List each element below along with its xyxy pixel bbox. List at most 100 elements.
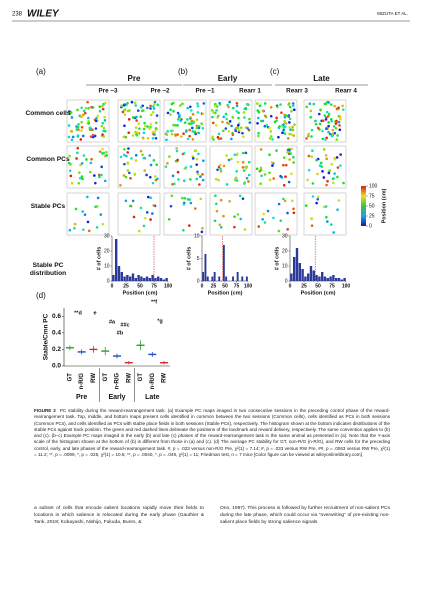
cell <box>282 128 285 132</box>
cell <box>290 172 293 176</box>
cell <box>312 102 316 106</box>
cell <box>86 195 89 199</box>
hist-bar <box>293 257 296 281</box>
cell <box>241 131 244 135</box>
cell <box>137 122 141 125</box>
cell <box>200 122 203 125</box>
journal: WILEY <box>27 9 60 20</box>
cell <box>236 123 240 127</box>
cell <box>94 127 98 130</box>
cell <box>260 174 263 178</box>
cell <box>99 213 103 216</box>
cell <box>311 149 314 152</box>
hist-bar <box>332 275 335 281</box>
hist-bar <box>241 276 244 281</box>
hist-bar <box>225 276 228 281</box>
cell <box>189 201 193 205</box>
cell <box>127 131 131 134</box>
cell <box>87 229 91 233</box>
cell <box>269 135 273 138</box>
cell <box>119 155 123 159</box>
cell <box>178 104 182 107</box>
hist-bar <box>131 273 135 281</box>
cell <box>201 112 205 115</box>
cell <box>225 117 228 121</box>
cell <box>228 100 232 104</box>
cell <box>233 153 237 157</box>
cell <box>82 228 85 231</box>
cell <box>102 151 105 155</box>
cell <box>80 129 83 132</box>
x-tick-label: 75 <box>151 283 157 289</box>
cell <box>283 120 286 123</box>
cell <box>342 181 345 185</box>
cell <box>82 154 86 157</box>
x-axis-label: Position (cm) <box>208 290 243 296</box>
cell <box>276 105 279 109</box>
cell <box>100 124 104 128</box>
caption-label: FIGURE 2 <box>34 408 56 413</box>
cell <box>217 165 221 169</box>
cell <box>130 100 134 104</box>
cell <box>237 129 241 132</box>
cell <box>142 127 146 131</box>
cell <box>316 195 320 199</box>
cell <box>90 157 93 161</box>
cell <box>134 154 138 157</box>
cell <box>169 113 172 116</box>
colorbar-tick-label: 50 <box>369 203 375 209</box>
cell <box>292 161 295 164</box>
panel-title: Late <box>313 74 330 83</box>
cell <box>126 151 130 154</box>
cell <box>321 137 325 141</box>
cell <box>242 111 246 114</box>
cell <box>81 210 84 213</box>
session-label: Pre −2 <box>150 88 170 95</box>
cell <box>310 217 314 221</box>
cell <box>186 118 189 121</box>
cell <box>322 148 326 151</box>
cell <box>100 173 103 177</box>
hist-bar <box>304 276 307 281</box>
cell <box>336 134 339 137</box>
cell <box>87 116 90 120</box>
annotation: e <box>93 310 96 316</box>
cell <box>331 132 334 136</box>
panel-title: Pre <box>128 74 141 83</box>
cell <box>217 137 221 141</box>
cell <box>175 149 179 153</box>
cell <box>236 152 239 156</box>
x-tick-label: 0 <box>111 283 114 289</box>
cell <box>309 109 313 113</box>
cell <box>224 112 228 116</box>
cell <box>279 219 283 222</box>
cell <box>167 217 171 221</box>
cell <box>126 162 130 165</box>
cell <box>80 115 83 119</box>
cell <box>155 127 158 131</box>
cell <box>282 156 286 159</box>
cell <box>127 118 131 121</box>
annotation: #a <box>109 319 116 325</box>
panel-label: (a) <box>36 67 46 76</box>
cell <box>154 136 158 140</box>
cell <box>235 104 239 108</box>
cell <box>335 138 339 141</box>
x-tick-label: 25 <box>211 283 217 289</box>
page-number: 238 <box>12 12 23 18</box>
cell <box>143 169 147 172</box>
hist-bar <box>165 278 168 281</box>
y-axis-label: Stable/Cmn PC <box>43 313 50 360</box>
cell <box>259 168 263 172</box>
hist-bar <box>145 276 149 281</box>
cell <box>269 130 273 133</box>
hist-bar <box>309 266 313 281</box>
cell <box>146 136 150 140</box>
cell <box>292 108 296 112</box>
cell <box>139 149 143 153</box>
cell <box>311 182 315 185</box>
cell <box>338 124 341 127</box>
cell <box>148 175 152 179</box>
cell <box>275 116 278 120</box>
